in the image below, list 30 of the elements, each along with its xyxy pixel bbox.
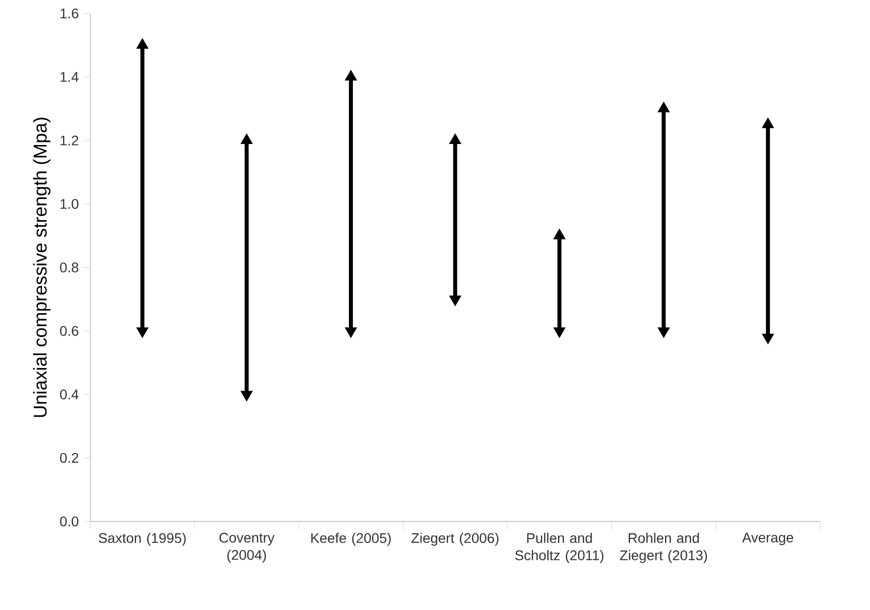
point (240, 390, 253, 402)
y-tick-label: 1.6 (60, 8, 78, 18)
x-tick-label: Ziegert (2006) (411, 532, 498, 546)
point (553, 327, 566, 338)
y-tick-label: 0.0 (60, 516, 78, 526)
point (344, 70, 357, 81)
point (762, 334, 774, 344)
point (136, 327, 148, 338)
point (136, 38, 148, 49)
x-tick-label: Pullen and Scholtz (2011) (515, 532, 604, 564)
y-tick-label: 1.2 (60, 136, 78, 146)
point (449, 134, 462, 144)
point (344, 327, 357, 338)
y-axis-title: Uniaxial compressive strength (Mpa) (33, 118, 50, 418)
y-tick-label: 0.8 (60, 262, 78, 272)
y-tick-label: 0.2 (60, 453, 78, 463)
y-tick-label: 0.4 (60, 390, 79, 400)
x-tick-label: Rohlen and Ziegert (2013) (620, 532, 707, 564)
x-tick-label: Saxton (1995) (98, 532, 186, 546)
x-tick-label: Average (742, 532, 794, 546)
point (658, 102, 670, 112)
point (762, 118, 774, 128)
y-tick-label: 0.6 (60, 326, 78, 336)
x-tick-label: Coventry (2004) (219, 532, 275, 563)
x-tick-label: Keefe (2005) (311, 532, 391, 546)
point (449, 296, 462, 306)
y-tick-label: 1.4 (60, 72, 79, 82)
y-tick-label: 1.0 (60, 199, 78, 209)
point (658, 327, 670, 338)
point (240, 134, 253, 144)
